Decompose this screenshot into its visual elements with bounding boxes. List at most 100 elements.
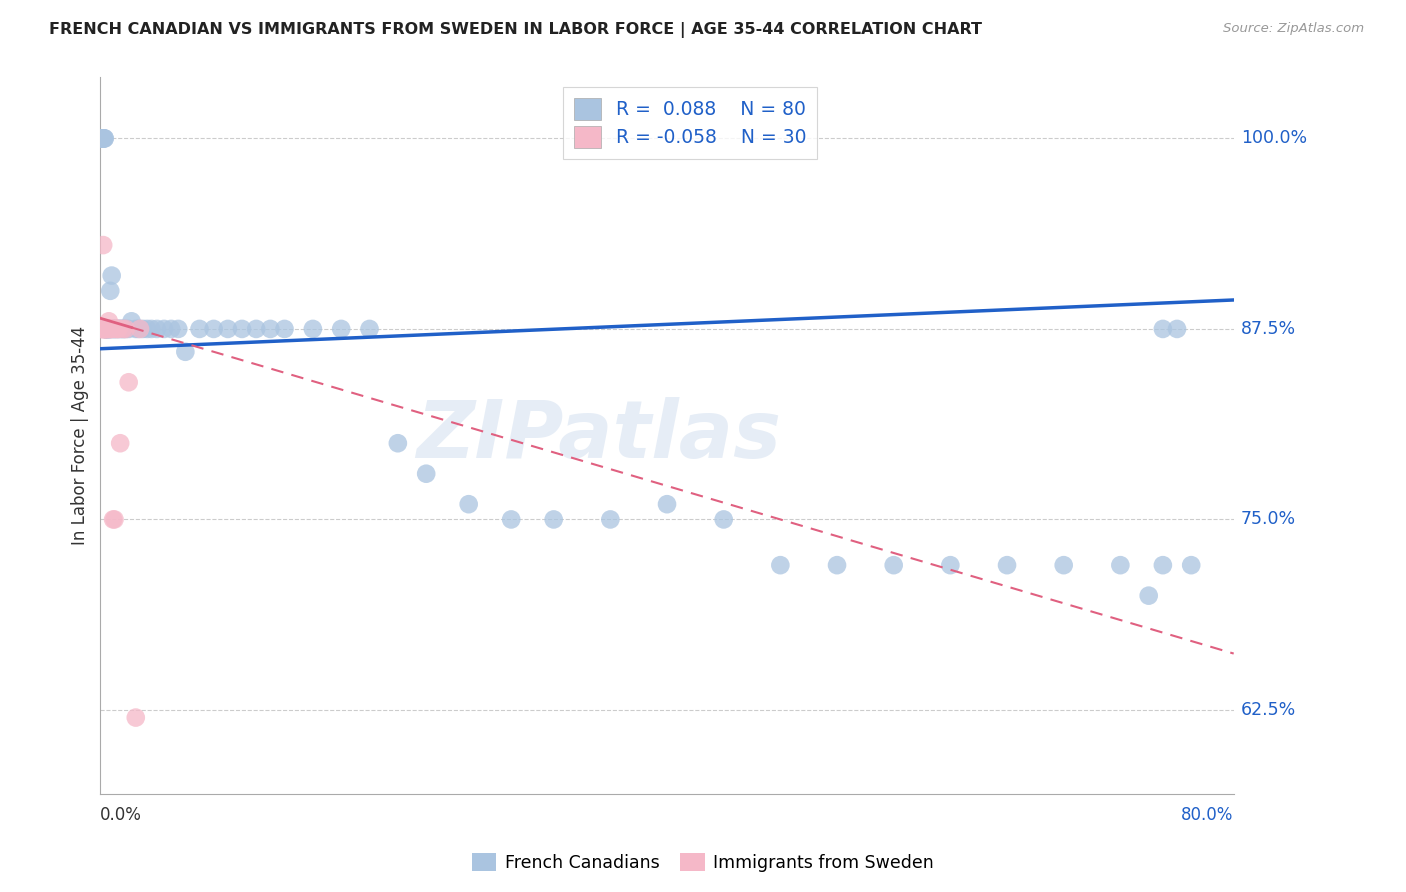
Point xyxy=(104,322,127,336)
Point xyxy=(90,131,112,145)
Point xyxy=(91,238,114,252)
Text: Source: ZipAtlas.com: Source: ZipAtlas.com xyxy=(1223,22,1364,36)
Point xyxy=(98,284,121,298)
Point xyxy=(91,322,114,336)
Point xyxy=(141,322,163,336)
Point xyxy=(174,344,197,359)
Point xyxy=(146,322,169,336)
Point xyxy=(153,322,176,336)
Point xyxy=(118,322,141,336)
Point xyxy=(330,322,353,336)
Point xyxy=(1109,558,1132,573)
Legend: French Canadians, Immigrants from Sweden: French Canadians, Immigrants from Sweden xyxy=(465,847,941,879)
Point xyxy=(108,322,131,336)
Point xyxy=(129,322,152,336)
Point xyxy=(101,512,124,526)
Point xyxy=(136,322,159,336)
Point xyxy=(90,322,112,336)
Point xyxy=(883,558,905,573)
Point xyxy=(93,131,115,145)
Point xyxy=(1152,322,1174,336)
Point xyxy=(94,322,117,336)
Point xyxy=(94,322,117,336)
Point xyxy=(94,322,117,336)
Point xyxy=(103,322,125,336)
Point xyxy=(96,322,118,336)
Point xyxy=(125,710,148,724)
Point xyxy=(501,512,523,526)
Point xyxy=(93,322,115,336)
Y-axis label: In Labor Force | Age 35-44: In Labor Force | Age 35-44 xyxy=(72,326,89,545)
Point xyxy=(825,558,848,573)
Point xyxy=(939,558,962,573)
Point xyxy=(104,322,127,336)
Point xyxy=(259,322,281,336)
Point xyxy=(111,322,134,336)
Point xyxy=(121,314,143,328)
Point xyxy=(543,512,565,526)
Point xyxy=(128,322,150,336)
Point xyxy=(245,322,267,336)
Point xyxy=(96,322,118,336)
Point xyxy=(98,322,121,336)
Point xyxy=(100,322,122,336)
Point xyxy=(97,322,120,336)
Point xyxy=(100,268,122,283)
Point xyxy=(91,131,114,145)
Point xyxy=(273,322,295,336)
Point xyxy=(93,322,115,336)
Point xyxy=(1166,322,1188,336)
Point xyxy=(103,322,125,336)
Point xyxy=(105,322,128,336)
Point xyxy=(105,322,128,336)
Point xyxy=(94,322,117,336)
Point xyxy=(94,322,117,336)
Text: 87.5%: 87.5% xyxy=(1240,320,1296,338)
Point xyxy=(655,497,678,511)
Point xyxy=(94,322,117,336)
Point xyxy=(93,322,115,336)
Point xyxy=(93,322,115,336)
Point xyxy=(457,497,479,511)
Point xyxy=(101,322,124,336)
Point xyxy=(713,512,735,526)
Point xyxy=(125,322,148,336)
Point xyxy=(110,322,132,336)
Point xyxy=(231,322,253,336)
Point xyxy=(96,322,118,336)
Point xyxy=(96,322,118,336)
Text: 62.5%: 62.5% xyxy=(1240,701,1296,719)
Point xyxy=(217,322,239,336)
Point xyxy=(91,131,114,145)
Point xyxy=(94,322,117,336)
Point xyxy=(769,558,792,573)
Text: ZIPatlas: ZIPatlas xyxy=(416,397,782,475)
Point xyxy=(118,376,141,390)
Point xyxy=(107,322,129,336)
Point xyxy=(132,322,155,336)
Point xyxy=(100,322,122,336)
Point xyxy=(115,322,138,336)
Point xyxy=(108,436,131,450)
Point xyxy=(160,322,183,336)
Point xyxy=(1053,558,1076,573)
Text: 100.0%: 100.0% xyxy=(1240,129,1308,147)
Point xyxy=(103,512,125,526)
Point xyxy=(96,322,118,336)
Text: FRENCH CANADIAN VS IMMIGRANTS FROM SWEDEN IN LABOR FORCE | AGE 35-44 CORRELATION: FRENCH CANADIAN VS IMMIGRANTS FROM SWEDE… xyxy=(49,22,983,38)
Point xyxy=(90,131,112,145)
Point xyxy=(167,322,190,336)
Text: 75.0%: 75.0% xyxy=(1240,510,1296,528)
Point xyxy=(599,512,621,526)
Point xyxy=(995,558,1018,573)
Point xyxy=(387,436,409,450)
Point xyxy=(115,322,138,336)
Point xyxy=(1152,558,1174,573)
Point xyxy=(93,322,115,336)
Text: 0.0%: 0.0% xyxy=(100,806,142,824)
Point xyxy=(111,322,134,336)
Point xyxy=(90,322,112,336)
Point xyxy=(114,322,136,336)
Point xyxy=(1180,558,1202,573)
Point xyxy=(91,322,114,336)
